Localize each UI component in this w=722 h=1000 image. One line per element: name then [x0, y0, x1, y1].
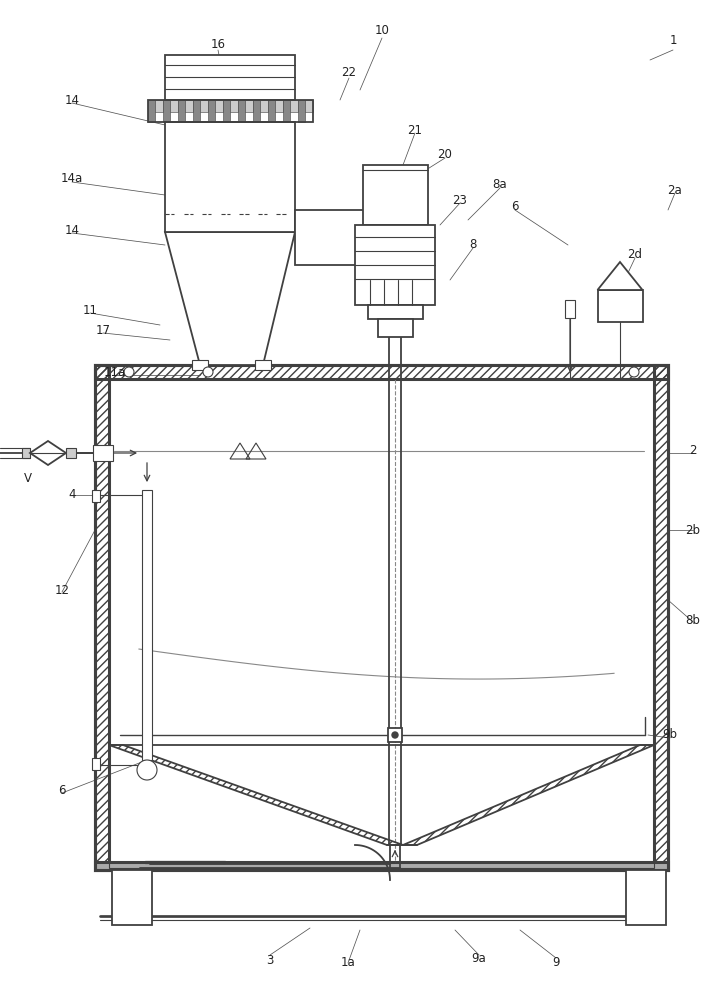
- Text: 8: 8: [469, 238, 477, 251]
- Text: 2b: 2b: [685, 524, 700, 536]
- Polygon shape: [165, 232, 295, 365]
- Text: V: V: [24, 472, 32, 485]
- Text: 6: 6: [58, 784, 66, 796]
- Polygon shape: [30, 441, 66, 465]
- Bar: [112, 870, 152, 925]
- Text: 2: 2: [690, 444, 697, 456]
- Bar: [109, 379, 654, 868]
- Text: 1a: 1a: [341, 956, 355, 970]
- Bar: [378, 319, 412, 337]
- Bar: [626, 870, 666, 925]
- Bar: [215, 100, 222, 112]
- Text: 16: 16: [211, 37, 225, 50]
- Text: 2a: 2a: [668, 184, 682, 196]
- Bar: [245, 100, 253, 112]
- Bar: [238, 100, 245, 122]
- Bar: [155, 100, 162, 112]
- Text: 4: 4: [69, 488, 76, 502]
- Bar: [200, 100, 207, 112]
- Bar: [93, 445, 113, 461]
- Text: 10: 10: [375, 23, 389, 36]
- Bar: [267, 100, 275, 122]
- Bar: [95, 365, 109, 870]
- Text: 22: 22: [342, 66, 357, 79]
- Bar: [165, 122, 295, 232]
- Text: 9b: 9b: [663, 728, 677, 742]
- Circle shape: [137, 760, 157, 780]
- Bar: [142, 490, 152, 760]
- Bar: [305, 100, 313, 112]
- Bar: [290, 100, 297, 112]
- Bar: [92, 758, 100, 770]
- Text: 14: 14: [64, 224, 79, 236]
- Text: 9: 9: [552, 956, 560, 968]
- Circle shape: [392, 732, 398, 738]
- Bar: [282, 100, 290, 122]
- Bar: [95, 365, 668, 379]
- Bar: [253, 100, 260, 122]
- Bar: [22, 448, 30, 458]
- Bar: [255, 360, 271, 370]
- Bar: [222, 100, 230, 122]
- Circle shape: [629, 367, 639, 377]
- Text: 12: 12: [54, 584, 69, 596]
- Text: 1: 1: [669, 33, 677, 46]
- Text: 23: 23: [453, 194, 467, 207]
- Bar: [185, 100, 193, 112]
- Bar: [367, 305, 422, 319]
- Text: 17: 17: [95, 324, 110, 336]
- Text: 8a: 8a: [492, 178, 508, 192]
- Bar: [388, 728, 402, 742]
- Bar: [207, 100, 215, 122]
- Text: 20: 20: [438, 148, 453, 161]
- Circle shape: [203, 367, 213, 377]
- Bar: [260, 100, 267, 112]
- Bar: [170, 100, 178, 112]
- Bar: [92, 490, 100, 502]
- Bar: [230, 100, 238, 112]
- Bar: [355, 225, 435, 305]
- Bar: [192, 360, 208, 370]
- Text: 2d: 2d: [627, 248, 643, 261]
- Bar: [147, 100, 155, 122]
- Bar: [95, 365, 668, 870]
- Text: 9a: 9a: [471, 952, 487, 964]
- Bar: [275, 100, 282, 112]
- Bar: [66, 448, 76, 458]
- Bar: [95, 862, 668, 870]
- Bar: [147, 100, 313, 122]
- Bar: [295, 210, 365, 265]
- Bar: [565, 300, 575, 318]
- Text: 14a: 14a: [61, 172, 83, 184]
- Bar: [598, 290, 643, 322]
- Text: 6: 6: [511, 200, 518, 214]
- Bar: [654, 365, 668, 870]
- Text: 3: 3: [266, 954, 274, 966]
- Text: 11: 11: [82, 304, 97, 316]
- Text: 11a: 11a: [104, 365, 126, 378]
- Text: 14: 14: [64, 94, 79, 106]
- Text: 8b: 8b: [686, 613, 700, 626]
- Circle shape: [124, 367, 134, 377]
- Bar: [297, 100, 305, 122]
- Polygon shape: [598, 262, 643, 290]
- Bar: [162, 100, 170, 122]
- Text: 21: 21: [407, 123, 422, 136]
- Bar: [193, 100, 200, 122]
- Bar: [165, 55, 295, 100]
- Bar: [178, 100, 185, 122]
- Bar: [362, 165, 427, 225]
